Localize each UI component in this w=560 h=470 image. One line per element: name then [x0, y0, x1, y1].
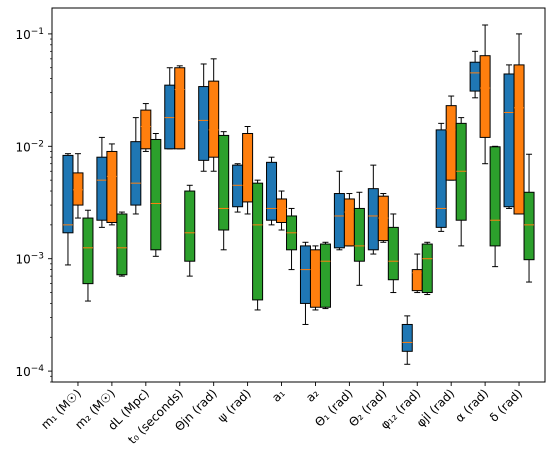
- box-1-1: [62, 153, 74, 266]
- plot-frame: [51, 7, 546, 383]
- box-body: [513, 64, 525, 215]
- box-body: [343, 198, 355, 247]
- box-body: [319, 243, 331, 308]
- x-tick-label: φjl (rad): [414, 386, 458, 430]
- box-body: [116, 213, 128, 276]
- box-3-5: [218, 131, 230, 251]
- box-1-8: [299, 241, 311, 325]
- y-tick-label: 10−3: [15, 252, 44, 267]
- box-1-9: [333, 170, 345, 251]
- y-axis-ticks: 10−4 10−3 10−2 10−1: [15, 27, 52, 383]
- box-1-6: [232, 163, 244, 213]
- box-body: [299, 245, 311, 304]
- box-body: [387, 226, 399, 281]
- box-3-8: [319, 241, 331, 310]
- box-1-13: [469, 50, 481, 99]
- box-body: [72, 172, 84, 206]
- box-body: [455, 122, 467, 221]
- box-body: [435, 129, 447, 228]
- box-body: [174, 67, 186, 150]
- box-3-2: [116, 211, 128, 277]
- box-1-2: [96, 136, 108, 228]
- box-body: [218, 134, 230, 231]
- box-body: [276, 198, 288, 223]
- box-3-10: [387, 213, 399, 294]
- box-body: [401, 323, 413, 352]
- box-body: [232, 164, 244, 208]
- y-tick-label: 10−4: [15, 364, 44, 379]
- box-3-6: [252, 179, 264, 311]
- box-2-14: [513, 33, 525, 215]
- box-2-6: [242, 126, 254, 215]
- box-2-8: [309, 245, 321, 311]
- box-3-11: [421, 241, 433, 296]
- box-2-11: [411, 253, 423, 294]
- box-3-13: [489, 145, 501, 268]
- box-body: [309, 249, 321, 308]
- box-body: [106, 150, 118, 223]
- box-2-5: [208, 58, 220, 172]
- box-1-10: [367, 164, 379, 255]
- box-body: [266, 161, 278, 221]
- box-1-14: [503, 64, 515, 209]
- box-1-11: [401, 315, 413, 365]
- box-3-3: [150, 132, 162, 257]
- box-2-3: [140, 103, 152, 152]
- box-3-14: [523, 153, 535, 283]
- box-body: [479, 55, 491, 138]
- box-1-4: [164, 67, 176, 150]
- box-series: [62, 24, 535, 365]
- box-body: [62, 154, 74, 234]
- x-tick-label: a₁: [269, 386, 288, 405]
- box-2-10: [377, 193, 389, 243]
- box-body: [208, 80, 220, 158]
- box-body: [445, 105, 457, 181]
- box-body: [489, 146, 501, 247]
- box-body: [469, 61, 481, 92]
- box-2-4: [174, 65, 186, 150]
- box-2-12: [445, 95, 457, 181]
- box-3-9: [353, 191, 365, 286]
- y-tick-label: 10−1: [15, 27, 44, 42]
- box-body: [353, 207, 365, 262]
- box-body: [82, 217, 94, 285]
- box-body: [252, 182, 264, 301]
- x-tick-label: ψ (rad): [215, 386, 254, 425]
- box-body: [198, 86, 210, 161]
- box-body: [421, 243, 433, 294]
- x-tick-label: a₂: [303, 386, 322, 405]
- box-3-12: [455, 117, 467, 247]
- box-body: [184, 190, 196, 262]
- box-body: [242, 132, 254, 203]
- box-1-12: [435, 122, 447, 232]
- box-body: [130, 141, 142, 206]
- box-body: [150, 138, 162, 251]
- box-body: [96, 156, 108, 221]
- box-1-3: [130, 117, 142, 215]
- box-3-1: [82, 209, 94, 302]
- x-tick-label: δ (rad): [487, 386, 525, 424]
- box-3-4: [184, 184, 196, 277]
- box-1-7: [266, 156, 278, 226]
- box-body: [367, 188, 379, 251]
- box-body: [503, 73, 515, 208]
- box-2-13: [479, 24, 491, 165]
- box-body: [164, 84, 176, 150]
- x-axis-ticks: m₁ (M☉)m₂ (M☉)dL (Mpc)t₀ (seconds)Θjn (r…: [38, 382, 525, 447]
- box-2-2: [106, 143, 118, 226]
- box-body: [523, 191, 535, 261]
- y-tick-label: 10−2: [15, 139, 44, 154]
- box-body: [333, 193, 345, 249]
- box-body: [140, 109, 152, 150]
- box-2-1: [72, 153, 84, 219]
- x-tick-label: α (rad): [452, 386, 491, 425]
- box-1-5: [198, 63, 210, 172]
- box-3-7: [286, 207, 298, 271]
- box-2-9: [343, 193, 355, 247]
- box-2-7: [276, 190, 288, 231]
